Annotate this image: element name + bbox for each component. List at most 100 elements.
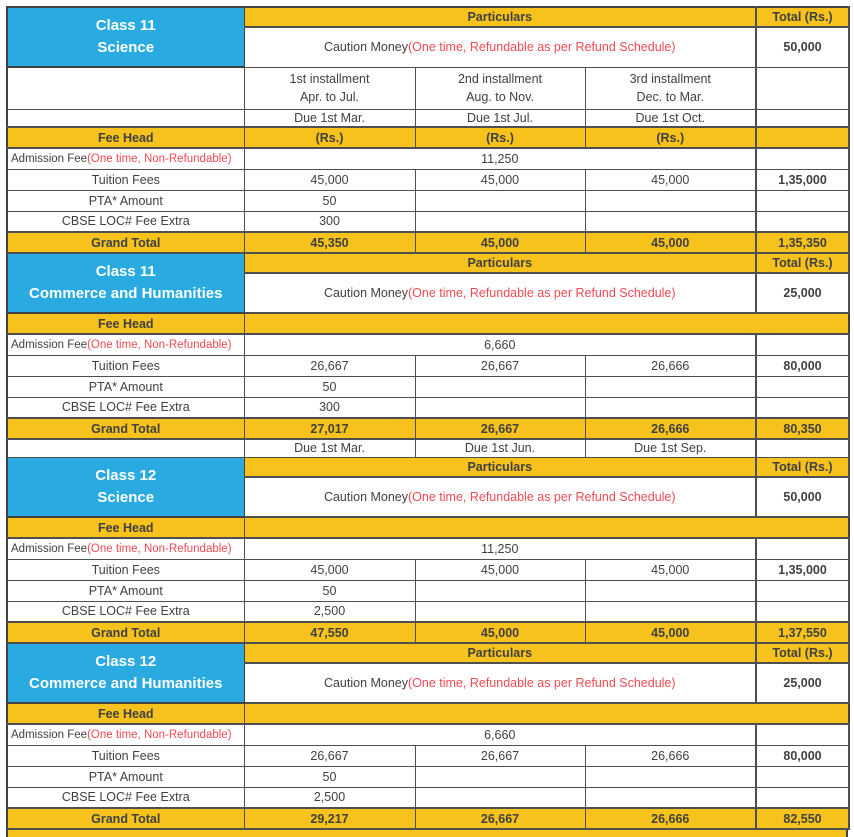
class-line1: Class 11 [95, 263, 156, 281]
fee-head-cell: Fee Head [6, 702, 245, 725]
fee-label-cell: CBSE LOC# Fee Extra [6, 396, 245, 419]
fee-label-cell: PTA* Amount [6, 189, 245, 212]
fee-total-cell: 80,000 [755, 744, 850, 767]
fee-value-cell: 45,000 [414, 558, 586, 581]
class-line2: Commerce and Humanities [29, 675, 223, 692]
fee-value-cell [414, 765, 586, 788]
class-line2: Science [97, 488, 155, 506]
class-line1: Class 12 [95, 467, 157, 484]
admission-fee-row: Admission Fee(One time, Non-Refundable) 6… [6, 333, 850, 356]
grand-total-total-cell: 82,550 [755, 807, 850, 830]
grand-total-value-cell: 45,000 [414, 231, 586, 254]
section-header-row: Class 11 Science Particulars Total (Rs.) [6, 6, 850, 68]
caution-money-note: (One time, Refundable as per Refund Sche… [408, 286, 676, 300]
installment-line2: Aug. to Nov. [466, 90, 534, 104]
fee-row: PTA* Amount 50 [6, 579, 850, 602]
admission-label-cell: Admission Fee(One time, Non-Refundable) [6, 333, 245, 356]
fee-head-cell: Fee Head [6, 126, 245, 149]
fee-table: Class 11 Science Particulars Total (Rs.) Cau… [6, 6, 850, 830]
particulars-header-cell: Particulars [243, 252, 757, 274]
grand-total-value-cell: 26,667 [414, 417, 586, 440]
admission-label: Admission Fee [11, 338, 88, 351]
admission-note: (One time, Non-Refundable) [87, 338, 232, 351]
installment-header-cell: 1st installment Apr. to Jul. [243, 66, 416, 110]
grand-total-value-cell: 26,667 [414, 807, 586, 830]
caution-money-note: (One time, Refundable as per Refund Sche… [408, 676, 676, 690]
caution-money-cell: Caution Money(One time, Refundable as pe… [243, 272, 757, 314]
empty-total-cell [755, 723, 850, 746]
fee-head-row: Fee Head [6, 702, 850, 725]
due-date-cell: Due 1st Jun. [414, 438, 586, 458]
section-header-row: Class 12 Science Particulars Total (Rs.) [6, 456, 850, 518]
fee-value-cell [414, 579, 586, 602]
caution-money-label: Caution Money [323, 676, 409, 690]
rs-cell: (Rs.) [243, 126, 416, 149]
grand-total-label-cell: Grand Total [6, 621, 245, 644]
fee-total-cell [755, 765, 850, 788]
fee-head-row: Fee Head [6, 312, 850, 335]
admission-label: Admission Fee [11, 542, 88, 555]
admission-note: (One time, Non-Refundable) [87, 728, 232, 741]
fee-total-cell [755, 396, 850, 419]
class-line1: Class 11 [95, 17, 156, 35]
caution-total-cell: 25,000 [755, 272, 850, 314]
admission-value-cell: 6,660 [243, 723, 757, 746]
fee-value-cell: 300 [243, 210, 416, 233]
fee-total-cell: 1,35,000 [755, 558, 850, 581]
fee-value-cell: 50 [243, 189, 416, 212]
fee-total-cell: 1,35,000 [755, 168, 850, 191]
fee-value-cell [584, 189, 757, 212]
fee-value-cell: 26,667 [414, 354, 586, 377]
empty-total-cell [755, 66, 850, 110]
grand-total-label-cell: Grand Total [6, 231, 245, 254]
fee-value-cell: 45,000 [243, 558, 416, 581]
fee-value-cell [414, 210, 586, 233]
fee-value-cell [584, 210, 757, 233]
total-header-cell: Total (Rs.) [755, 252, 850, 274]
class-cell: Class 12 Commerce and Humanities [6, 642, 245, 704]
admission-label-cell: Admission Fee(One time, Non-Refundable) [6, 537, 245, 560]
grand-total-value-cell: 26,666 [584, 807, 757, 830]
fee-value-cell [584, 375, 757, 398]
rs-cell: (Rs.) [584, 126, 757, 149]
fee-row: CBSE LOC# Fee Extra 300 [6, 396, 850, 419]
fee-value-cell: 2,500 [243, 786, 416, 809]
admission-value-cell: 11,250 [243, 537, 757, 560]
fee-value-cell: 45,000 [584, 168, 757, 191]
admission-note: (One time, Non-Refundable) [87, 152, 232, 165]
fee-value-cell [414, 786, 586, 809]
empty-label-cell [6, 66, 245, 110]
fee-head-bar [243, 312, 850, 335]
grand-total-label-cell: Grand Total [6, 807, 245, 830]
fee-total-cell [755, 375, 850, 398]
grand-total-row: Grand Total 47,550 45,000 45,000 1,37,550 [6, 621, 850, 644]
admission-label: Admission Fee [11, 728, 88, 741]
empty-label-cell [6, 438, 245, 458]
fee-total-cell [755, 210, 850, 233]
fee-value-cell: 26,666 [584, 744, 757, 767]
fee-label-cell: CBSE LOC# Fee Extra [6, 786, 245, 809]
admission-label-cell: Admission Fee(One time, Non-Refundable) [6, 147, 245, 170]
grand-total-row: Grand Total 27,017 26,667 26,666 80,350 [6, 417, 850, 440]
total-header-cell: Total (Rs.) [755, 6, 850, 28]
fee-value-cell [414, 600, 586, 623]
caution-money-row: Caution Money(One time, Refundable as pe… [7, 476, 850, 518]
fee-row: PTA* Amount 50 [6, 189, 850, 212]
caution-money-note: (One time, Refundable as per Refund Sche… [408, 490, 676, 504]
fee-label-cell: Tuition Fees [6, 168, 245, 191]
grand-total-value-cell: 45,350 [243, 231, 416, 254]
grand-total-total-cell: 1,37,550 [755, 621, 850, 644]
fee-head-bar [243, 516, 850, 539]
caution-money-row: Caution Money(One time, Refundable as pe… [7, 662, 850, 704]
fee-value-cell: 50 [243, 765, 416, 788]
fee-total-cell [755, 579, 850, 602]
class-line1: Class 12 [95, 653, 157, 671]
caution-money-label: Caution Money [323, 286, 409, 300]
fee-row: Tuition Fees 26,667 26,667 26,666 80,000 [6, 354, 850, 377]
fee-row: Tuition Fees 45,000 45,000 45,000 1,35,000 [6, 558, 850, 581]
caution-money-cell: Caution Money(One time, Refundable as pe… [243, 662, 757, 704]
rs-cell: (Rs.) [414, 126, 586, 149]
caution-total-cell: 25,000 [755, 662, 850, 704]
grand-total-row: Grand Total 29,217 26,667 26,666 82,550 [6, 807, 850, 830]
fee-head-row: Fee Head [6, 516, 850, 539]
